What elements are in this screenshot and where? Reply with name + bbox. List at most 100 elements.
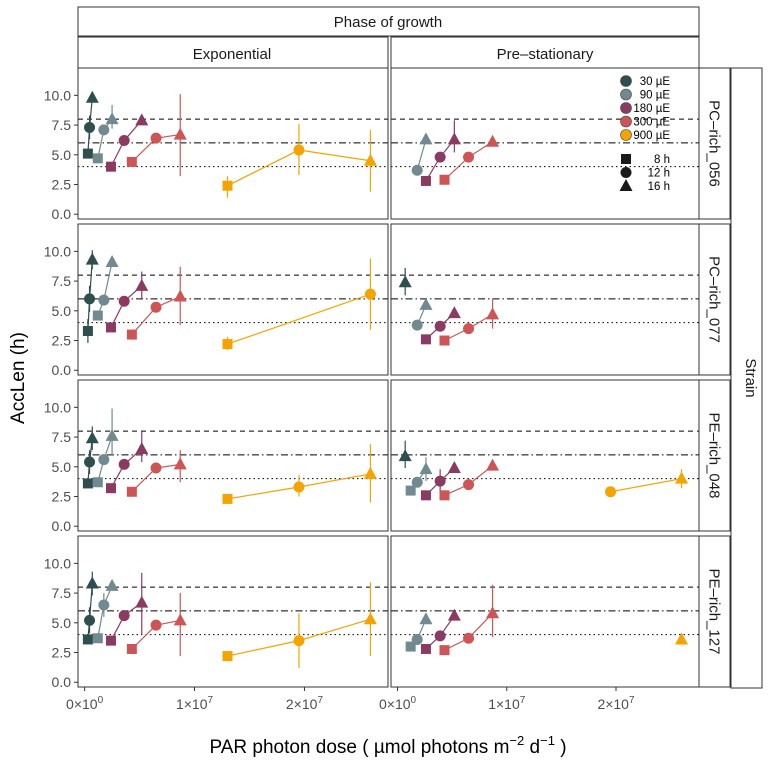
data-point-square [82,478,93,489]
data-point-circle [411,164,423,176]
data-point-triangle [173,289,187,302]
panel-background [78,68,388,219]
data-point-triangle [675,632,689,645]
x-tick-label: 1×107 [488,695,526,712]
data-point-square [439,174,450,185]
y-tick-label: 10.0 [44,555,71,571]
data-point-triangle [85,252,99,265]
row-strip-label: PE–rich_048 [706,413,723,499]
data-point-circle [84,121,96,133]
data-point-circle [84,614,96,626]
data-point-circle [118,610,130,622]
data-point-circle [118,295,130,307]
x-tick-label: 2×107 [286,695,324,712]
row-strip-box [698,223,731,376]
legend-light-label: 90 µE [640,90,671,102]
panel-data [82,90,377,198]
data-point-circle [150,619,162,631]
data-point-triangle [135,595,149,608]
data-point-circle [118,135,130,147]
y-tick-label: 0.0 [52,206,72,222]
panel-background [391,380,699,531]
data-point-triangle [173,127,187,140]
panel-border [390,223,700,376]
data-point-circle [463,479,475,491]
data-point-square [222,651,233,662]
data-point-triangle [447,460,461,473]
data-point-triangle [135,441,149,454]
y-tick-label: 10.0 [44,87,71,103]
y-axis-title: AccLen (h) [8,332,29,424]
data-point-circle [98,454,110,466]
x-tick-label: 0×100 [66,695,104,712]
data-point-circle [98,294,110,306]
y-tick-label: 7.5 [52,585,72,601]
data-point-triangle [419,297,433,310]
data-point-triangle [486,458,500,471]
data-point-triangle [173,457,187,470]
data-point-square [439,645,450,656]
facet-panel: 0×100 1×107 2×107 [379,536,699,712]
x-tick-label: 1×107 [176,695,214,712]
data-point-circle [98,599,110,611]
data-point-triangle [135,113,149,126]
facet-panel: 0.0 2.5 5.0 7.5 10.0 [44,380,388,534]
row-strip-label: PC–rich_056 [706,100,723,187]
y-tick-label: 0.0 [52,674,72,690]
panel-data [405,584,689,656]
panel-background [391,68,699,219]
y-tick-label: 7.5 [52,273,72,289]
facet-panel [391,380,699,531]
outer-strip-label: Phase of growth [334,14,442,31]
y-tick-label: 2.5 [52,333,72,349]
outer-strip-box [77,6,700,37]
data-point-circle [84,456,96,468]
data-point-circle [463,323,475,335]
legend-photoperiod-label: 8 h [654,154,670,166]
y-tick-label: 5.0 [52,459,72,475]
column-strip-label-exponential: Exponential [193,46,271,63]
data-point-square [92,153,103,164]
data-point-circle [411,319,423,331]
y-tick-label: 2.5 [52,645,72,661]
panel-border [390,535,700,688]
data-point-circle [150,462,162,474]
panel-background [78,224,388,375]
data-point-square [105,483,116,494]
data-point-square [126,329,137,340]
data-point-triangle [447,132,461,145]
panel-border [77,223,389,376]
panel-data [398,440,689,501]
x-axis-title-sup-2: −1 [540,733,555,748]
data-point-circle [150,132,162,144]
data-point-square [420,334,431,345]
y-tick-label: 7.5 [52,117,72,133]
data-point-circle [98,124,110,136]
data-point-circle [463,632,475,644]
data-point-circle [293,635,305,647]
data-point-circle [411,476,423,488]
data-point-square [420,490,431,501]
data-point-circle [411,633,423,645]
panel-data [82,408,377,504]
legend-light-label: 300 µE [633,117,670,129]
right-outer-strip-box [730,67,763,689]
data-point-triangle [398,275,412,288]
legend-light-label: 30 µE [640,76,671,88]
x-axis-title-mid: d [524,737,540,758]
y-tick-label: 5.0 [52,303,72,319]
data-point-triangle [363,153,377,166]
data-point-circle [118,458,130,470]
panel-border [390,379,700,532]
x-tick-label: 0×100 [379,695,417,712]
x-axis-title: PAR photon dose ( µmol photons m−2 d−1 ) [209,733,566,758]
legend-light-label: 900 µE [633,130,670,142]
data-point-square [105,161,116,172]
legend-shape-circle [620,167,632,178]
data-point-circle [293,481,305,493]
facet-panel [391,68,699,219]
data-point-triangle [105,112,119,125]
data-point-triangle [85,90,99,103]
data-point-triangle [486,307,500,320]
